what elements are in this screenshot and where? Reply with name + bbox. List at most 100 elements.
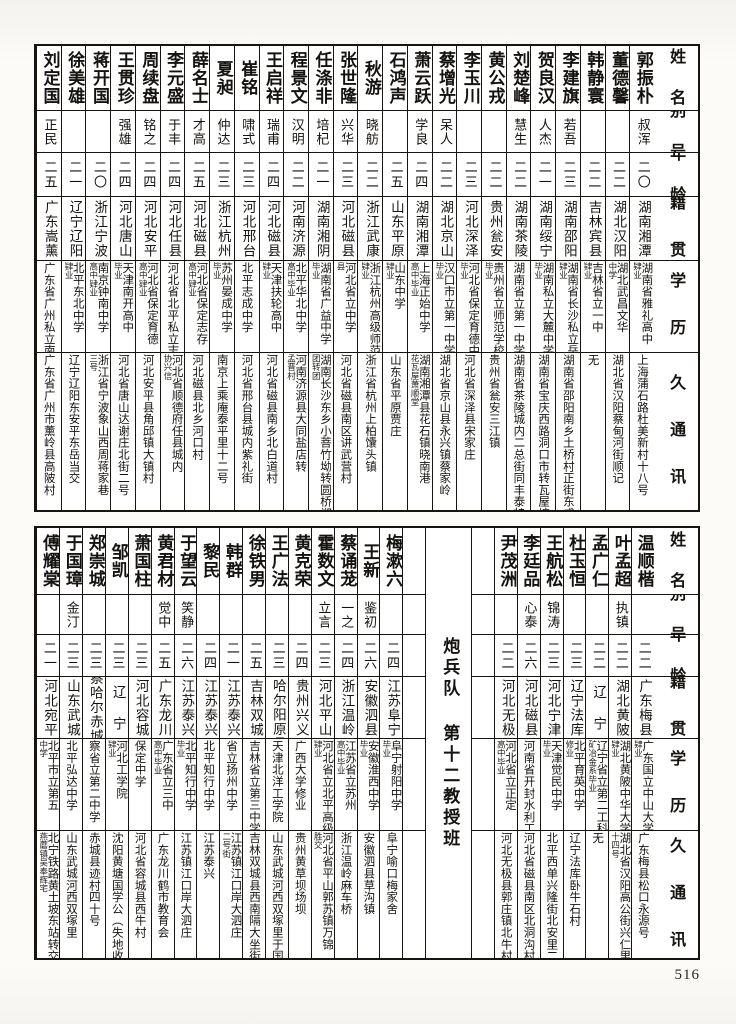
cell-name: 梅漱六 [382,534,403,588]
cell-alias: 晓舫 [358,110,383,152]
header-hometown: 籍 贯 [654,676,698,738]
cell-hometown: 河北无极 [494,676,517,738]
cell-hometown: 湖南湘阴 [308,196,333,260]
cell-hometown: 湖北汉阳 [605,196,630,260]
person-column: 夏昶 仲达 二三 浙江杭州 苏州晏成中学 毕业 南京上乘庵泰平里十二号 [209,46,234,510]
cell-education: 湖南省广益中学 毕业 [308,260,333,352]
cell-age: 二三 [234,152,259,196]
cell-name: 萧国柱 [130,534,151,588]
cell-hometown: 河北邢台 [234,196,259,260]
cell-age: 二四 [334,634,357,676]
cell-hometown: 湖北黄陂 [609,676,632,738]
cell-address: 沈阳黄塘国学公（失地收复后不用） [105,830,128,958]
cell-education: 北平知行中学 [197,738,220,830]
cell-name: 李廷品 [519,534,540,588]
cell-hometown: 河北安平 [135,196,160,260]
cell-name: 李建旗 [558,51,579,105]
cell-name: 秋游 [360,60,381,96]
person-column: 郭振朴 叔浑 二〇 湖南湘潭 湖南省雅礼高中 肄业 上海蒲石路杜美新村十八号 [629,46,654,510]
cell-name: 王贯珍 [113,51,134,105]
cell-blank [472,830,494,958]
cell-address: 赤城县迹村四十号 [83,830,105,958]
cell-age: 二四 [197,634,220,676]
cell-name: 王广法 [267,534,288,588]
page-number: 516 [674,967,700,983]
cell-name: 刘定国 [39,51,60,105]
cell-address: 辽宁辽阳东安平东岳当交 [61,352,86,510]
cell-age: 二一 [220,634,243,676]
cell-age: 二五 [37,152,61,196]
cell-address: 山东武城河西双塚里 [60,830,83,958]
cell-alias: 铭之 [135,110,160,152]
person-column: 尹茂洲 二二 河北无极 河北省立正定 高中毕业 河北无极县郭庄镇北牛村 [493,528,517,958]
cell-alias [563,594,586,634]
person-column: 周续盘 铭之 二四 河北安平 河北省保定育德 高中肄业 河北安平县角邱镇大镇村 [134,46,160,510]
cell-age: 二五 [185,152,210,196]
cell-education: 吉林省立第三中学 [243,738,266,830]
cell-alias [220,594,243,634]
cell-blank [403,528,425,594]
cell-address: 河北省顺德府任县城内 协兴信 [160,352,185,510]
cell-name: 夏昶 [212,60,233,96]
cell-education: 湖南私立大麓中学 毕业 [531,260,556,352]
person-column: 蔡诵茏 一之 二四 浙江温岭 江苏省立苏州 高中毕业 浙江温岭麻车桥 [333,528,357,958]
cell-hometown: 辽 宁 [105,676,128,738]
cell-education: 江苏省立苏州 高中毕业 [334,738,357,830]
cell-hometown: 浙江武康 [358,196,383,260]
cell-age: 二三 [563,634,586,676]
person-column: 王贯珍 强雄 二四 河北唐山 天津南开高中 毕业 河北省唐山达谢庄北街二号 [110,46,135,510]
person-column: 秋游 晓舫 二二 浙江武康 浙江杭州高级师范 肄业 浙江省杭州上柏馕头镇 [357,46,383,510]
cell-address: 江苏镇江口岸大泗庄 二号街 [220,830,243,958]
cell-age: 二三 [556,152,580,196]
cell-address: 河北省邢台县城内紫礼街 [234,352,259,510]
cell-hometown: 河北宛平 [37,676,60,738]
cell-address: 河北省磁县南区讲武营村 [333,352,358,510]
header-name: 姓 名 [667,48,687,108]
cell-alias: 于丰 [160,110,185,152]
cell-age: 二五 [383,152,407,196]
cell-education: 河北省保定志存 高中肄业 [185,260,210,352]
cell-alias [457,110,481,152]
cell-age: 二三 [311,634,334,676]
person-column: 李元盛 于丰 二四 河北任县 河北省北平私立志成高中毕业 河北省顺德府任县城内 协兴信 [159,46,185,510]
cell-age: 二四 [135,152,160,196]
cell-education: 北平育英中学 修业 [563,738,586,830]
cell-alias: 金汀 [60,594,83,634]
cell-education: 天津南开高中 毕业 [111,260,135,352]
person-column: 萧国柱 二三 河北容城 保定中学 河北省容城县西牛村 [127,528,151,958]
cell-hometown: 江苏泰兴 [197,676,220,738]
cell-alias: 瑞甫 [259,110,284,152]
cell-age: 二二 [481,152,506,196]
cell-education: 广东省立三中 高中毕业 [151,738,174,830]
person-column: 黄克荣 二四 贵州兴义 广西大学修业 贵州黄草坝场坝 [287,528,311,958]
cell-alias [586,594,609,634]
cell-name: 薛名士 [187,51,208,105]
cell-age: 二三 [210,152,234,196]
cell-age: 二三 [540,634,563,676]
person-column: 刘楚峰 慧生 二二 湖南茶陵 湖南省立第一中学高中部 湖南省茶陵城内二总街同丰泰特拱堂 [505,46,531,510]
cell-alias: 一之 [334,594,357,634]
cell-address: 河北省平山郭苏镇万锦 胜交 [311,830,334,958]
cell-hometown: 安徽泗县 [357,676,380,738]
cell-name: 郭振朴 [632,51,653,105]
cell-age: 二二 [580,152,605,196]
cell-address: 无 [586,830,609,958]
cell-education: 河北省立中学县 [333,260,358,352]
cell-age: 二六 [174,634,197,676]
cell-hometown: 河北唐山 [111,196,135,260]
cell-age: 二二 [609,634,632,676]
cell-age: 二三 [105,634,128,676]
cell-education: 北平弘达中学 [60,738,83,830]
cell-address: 湖北省京山县永兴镇蔡家岭 [432,352,457,510]
cell-name: 崔铭 [237,60,258,96]
cell-blank [472,634,494,676]
person-column: 于国璋 金汀 二三 山东武城 北平弘达中学 山东武城河西双塚里 [59,528,83,958]
cell-alias: 仲达 [210,110,234,152]
cell-age: 二二 [284,152,308,196]
person-column: 李玉川 二三 河北深泽 河北省保定育德中学 毕业 河北省深泽县宋家庄 [456,46,481,510]
unit-label-column: 炮兵队 第十二教授班 [425,528,471,958]
cell-name: 温顺楷 [633,534,654,588]
header-alias: 别 号 [654,594,698,634]
cell-address: 湖南省宝庆西路洞口市转瓦屋塘 [531,352,556,510]
